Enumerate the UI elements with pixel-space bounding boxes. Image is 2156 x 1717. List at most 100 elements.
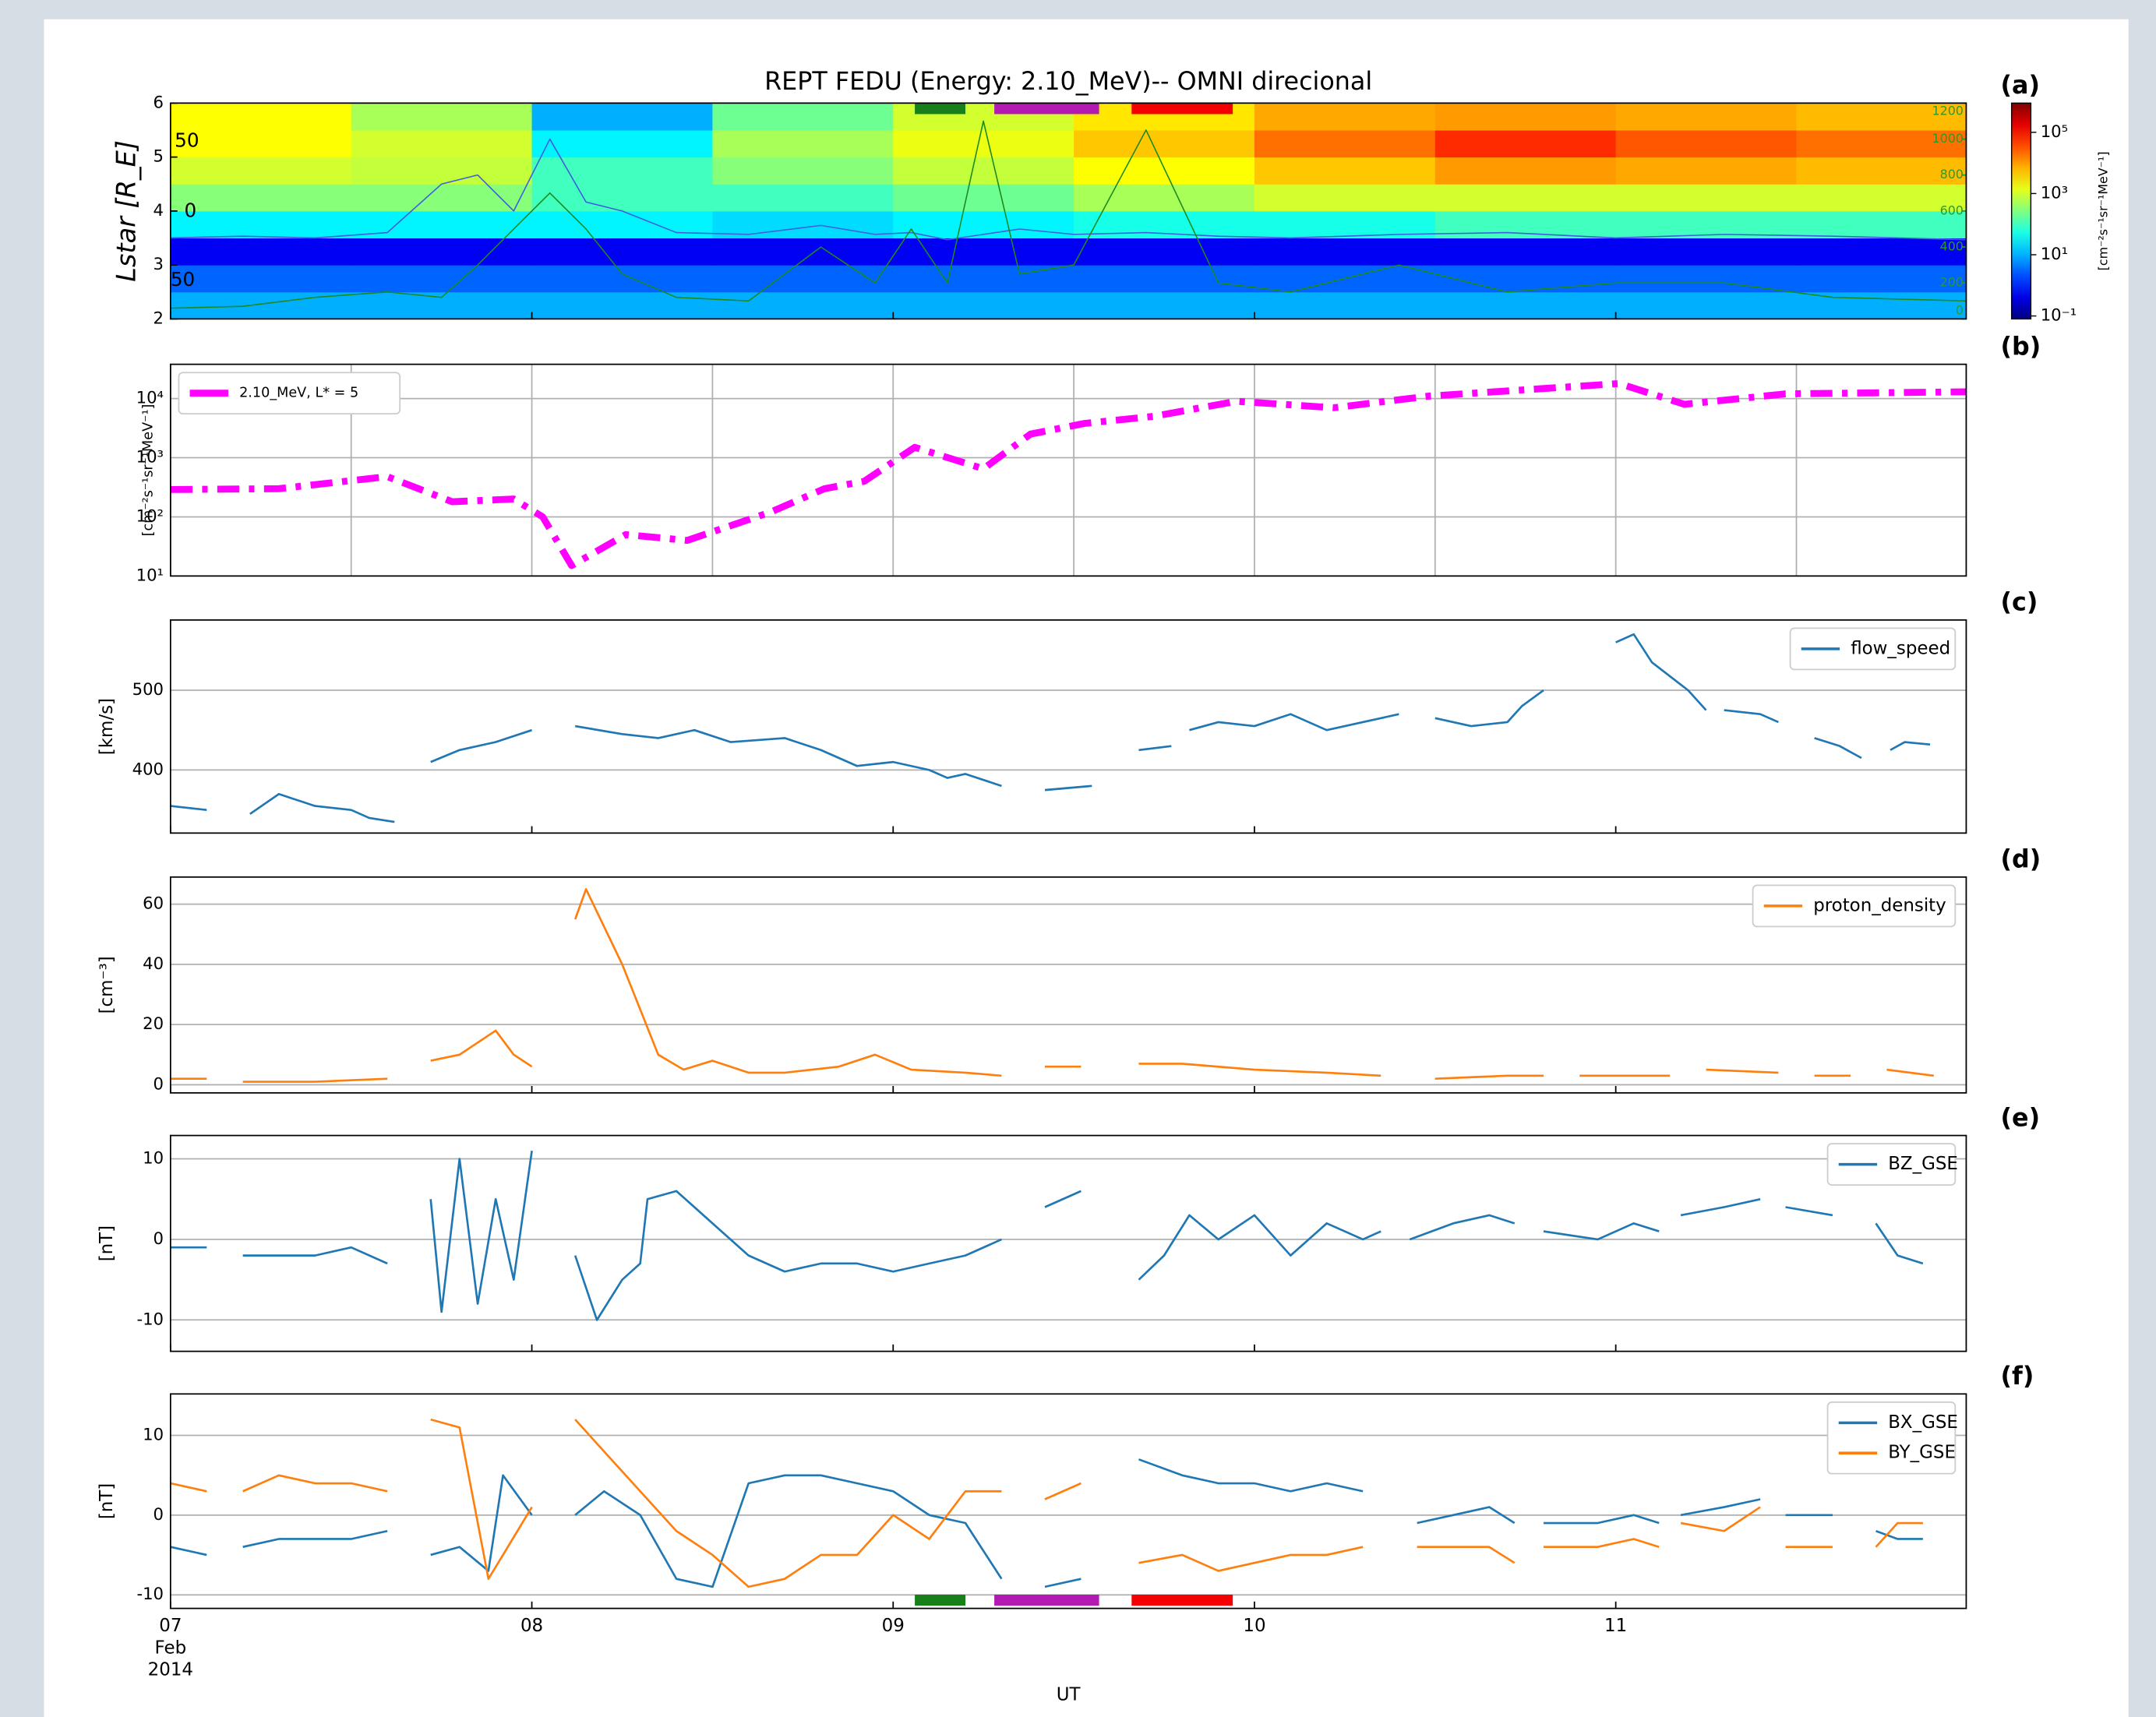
- y-axis-label: [cm⁻³]: [97, 956, 117, 1014]
- heatmap-cell: [1434, 291, 1617, 319]
- heatmap-cell: [1434, 210, 1617, 239]
- heatmap-cell: [531, 184, 713, 212]
- panel-label: (d): [2001, 846, 2041, 874]
- series-line: [170, 379, 1967, 569]
- y-tick-label: 10: [143, 1425, 164, 1444]
- plot-area: [170, 1418, 1967, 1596]
- heatmap-cell: [170, 103, 352, 131]
- heatmap-cell: [170, 210, 352, 239]
- heatmap-cell: [1434, 129, 1617, 158]
- series-line: [170, 888, 1934, 1083]
- y2-tick-label: 0: [1956, 302, 1964, 317]
- heatmap-cell: [1254, 238, 1436, 266]
- heatmap-cell: [351, 265, 533, 293]
- heatmap-cell: [1796, 184, 1967, 212]
- legend-label: BZ_GSE: [1888, 1154, 1958, 1174]
- heatmap-cell: [1615, 210, 1798, 239]
- y2-tick-label: 1000: [1932, 131, 1964, 146]
- y-tick-label: 60: [143, 894, 164, 913]
- heatmap-cell: [1074, 265, 1255, 293]
- legend-box: [1826, 1401, 1957, 1475]
- heatmap-cell: [1615, 103, 1798, 131]
- series-line: [170, 1150, 1924, 1321]
- x-tick-label: 10: [1243, 1616, 1265, 1636]
- inner-label: 50: [171, 268, 195, 291]
- y-tick-label: 4: [153, 200, 164, 220]
- colorbar-label: [cm⁻²s⁻¹sr⁻¹MeV⁻¹]: [2095, 151, 2110, 270]
- heatmap-cell: [351, 157, 533, 185]
- panel-label: (b): [2001, 333, 2041, 361]
- axes-frame: [169, 1134, 1967, 1352]
- x-tick-label: 07: [159, 1616, 182, 1636]
- heatmap-cell: [893, 184, 1074, 212]
- heatmap-cell: [1434, 265, 1617, 293]
- y-tick-label: 0: [153, 1074, 164, 1093]
- heatmap-cell: [1615, 291, 1798, 319]
- y-tick-label: 20: [143, 1014, 164, 1033]
- heatmap-cell: [1254, 103, 1436, 131]
- heatmap-cell: [712, 129, 894, 158]
- interval-bar: [994, 103, 1099, 115]
- legend-label: BX_GSE: [1888, 1412, 1958, 1433]
- heatmap-cell: [1796, 210, 1967, 239]
- y-tick-label: -10: [136, 1309, 164, 1328]
- heatmap-cell: [1074, 184, 1255, 212]
- legend-label: flow_speed: [1851, 638, 1950, 658]
- heatmap-cell: [170, 184, 352, 212]
- heatmap-cell: [1796, 129, 1967, 158]
- heatmap-cell: [893, 129, 1074, 158]
- colorbar-tick-label: 10³: [2041, 182, 2068, 202]
- y-axis-label: [cm⁻²s⁻¹sr⁻¹MeV⁻¹]: [141, 404, 157, 537]
- plot-area: [170, 1150, 1967, 1321]
- heatmap-cell: [1615, 238, 1798, 266]
- heatmap-cell: [531, 129, 713, 158]
- chart-title: REPT FEDU (Energy: 2.10_MeV)-- OMNI dire…: [764, 68, 1372, 96]
- heatmap-cell: [170, 265, 352, 293]
- colorbar: [2010, 102, 2032, 320]
- heatmap-cell: [1254, 291, 1436, 319]
- y-tick-label: 0: [153, 1504, 164, 1524]
- heatmap-cell: [1074, 238, 1255, 266]
- heatmap-cell: [531, 210, 713, 239]
- interval-bar: [915, 103, 965, 115]
- y-tick-label: 0: [153, 1229, 164, 1248]
- heatmap-cell: [1074, 291, 1255, 319]
- series-line: [170, 1418, 1923, 1588]
- x-tick-label: 09: [882, 1616, 905, 1636]
- y-tick-label: 5: [153, 146, 164, 166]
- y-tick-label: -10: [136, 1584, 164, 1603]
- heatmap-cell: [1796, 238, 1967, 266]
- heatmap-cell: [712, 238, 894, 266]
- heatmap-cell: [170, 129, 352, 158]
- legend-box: [178, 372, 401, 415]
- heatmap-cell: [1254, 157, 1436, 185]
- interval-bar: [915, 1594, 965, 1606]
- series-line: [170, 138, 1967, 241]
- panel-label: (c): [2001, 589, 2038, 617]
- y-tick-label: 10¹: [136, 565, 164, 584]
- colorbar-tick-label: 10⁻¹: [2041, 305, 2077, 325]
- heatmap-cell: [1615, 157, 1798, 185]
- plot-area: [170, 633, 1967, 823]
- heatmap-cell: [351, 129, 533, 158]
- date-label: 2014: [148, 1660, 193, 1680]
- heatmap-cell: [531, 265, 713, 293]
- panel-label: (e): [2001, 1104, 2041, 1132]
- y2-tick-label: 800: [1940, 167, 1964, 182]
- interval-bar: [994, 1594, 1099, 1606]
- y-tick-label: 3: [153, 254, 164, 273]
- colorbar-tick-label: 10¹: [2041, 244, 2068, 263]
- heatmap-cell: [351, 184, 533, 212]
- heatmap-cell: [893, 238, 1074, 266]
- y-tick-label: 10²: [136, 506, 164, 525]
- heatmap-cell: [531, 238, 713, 266]
- legend-box: [1789, 627, 1957, 671]
- heatmap-cell: [712, 184, 894, 212]
- heatmap-cell: [712, 103, 894, 131]
- heatmap-cell: [351, 291, 533, 319]
- axes-frame: [169, 876, 1967, 1094]
- plot-area: [170, 888, 1967, 1086]
- heatmap-cell: [1254, 184, 1436, 212]
- heatmap-cell: [1615, 184, 1798, 212]
